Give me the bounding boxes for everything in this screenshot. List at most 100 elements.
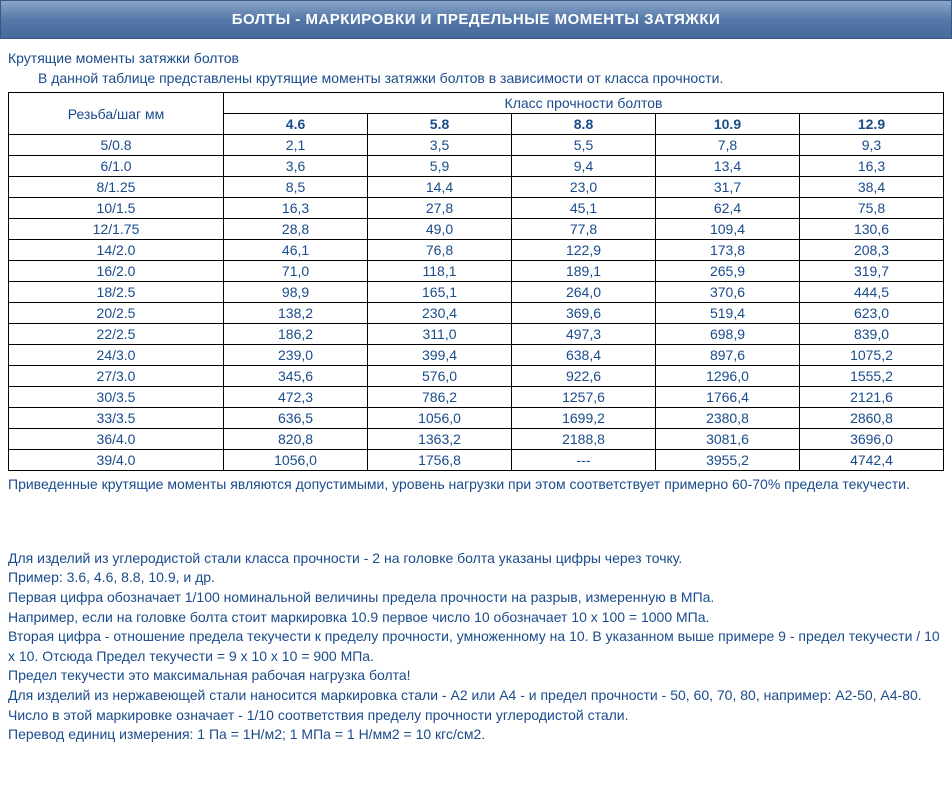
intro-line-1: Крутящие моменты затяжки болтов [8,49,944,69]
value-cell: 922,6 [512,366,656,387]
value-cell: 98,9 [224,282,368,303]
note-line: Для изделий из углеродистой стали класса… [8,549,944,569]
value-cell: 45,1 [512,198,656,219]
value-cell: 49,0 [368,219,512,240]
value-cell: 1766,4 [656,387,800,408]
intro-block: Крутящие моменты затяжки болтов В данной… [0,39,952,92]
value-cell: 8,5 [224,177,368,198]
thread-cell: 36/4.0 [9,429,224,450]
thread-cell: 27/3.0 [9,366,224,387]
value-cell: 370,6 [656,282,800,303]
table-row: 10/1.516,327,845,162,475,8 [9,198,944,219]
class-header-1: 5.8 [368,114,512,135]
table-header-row-1: Резьба/шаг мм Класс прочности болтов [9,93,944,114]
class-header-2: 8.8 [512,114,656,135]
value-cell: 31,7 [656,177,800,198]
value-cell: 5,9 [368,156,512,177]
table-body: 5/0.82,13,55,57,89,36/1.03,65,99,413,416… [9,135,944,471]
thread-cell: 16/2.0 [9,261,224,282]
value-cell: 9,3 [799,135,943,156]
explanatory-notes: Для изделий из углеродистой стали класса… [0,545,952,755]
value-cell: 897,6 [656,345,800,366]
value-cell: 820,8 [224,429,368,450]
note-line: Для изделий из нержавеющей стали наносит… [8,686,944,706]
table-row: 16/2.071,0118,1189,1265,9319,7 [9,261,944,282]
thread-cell: 6/1.0 [9,156,224,177]
value-cell: 77,8 [512,219,656,240]
value-cell: 23,0 [512,177,656,198]
table-row: 18/2.598,9165,1264,0370,6444,5 [9,282,944,303]
value-cell: 71,0 [224,261,368,282]
value-cell: 636,5 [224,408,368,429]
value-cell: 173,8 [656,240,800,261]
value-cell: 13,4 [656,156,800,177]
value-cell: 2121,6 [799,387,943,408]
table-row: 20/2.5138,2230,4369,6519,4623,0 [9,303,944,324]
table-row: 5/0.82,13,55,57,89,3 [9,135,944,156]
value-cell: 16,3 [224,198,368,219]
thread-cell: 8/1.25 [9,177,224,198]
value-cell: 1296,0 [656,366,800,387]
value-cell: 265,9 [656,261,800,282]
class-header-4: 12.9 [799,114,943,135]
value-cell: --- [512,450,656,471]
table-row: 8/1.258,514,423,031,738,4 [9,177,944,198]
value-cell: 76,8 [368,240,512,261]
note-line: Число в этой маркировке означает - 1/10 … [8,706,944,726]
value-cell: 2380,8 [656,408,800,429]
thread-cell: 18/2.5 [9,282,224,303]
value-cell: 75,8 [799,198,943,219]
class-header-0: 4.6 [224,114,368,135]
torque-table: Резьба/шаг мм Класс прочности болтов 4.6… [8,92,944,471]
thread-cell: 22/2.5 [9,324,224,345]
value-cell: 698,9 [656,324,800,345]
value-cell: 839,0 [799,324,943,345]
value-cell: 130,6 [799,219,943,240]
thread-cell: 33/3.5 [9,408,224,429]
value-cell: 5,5 [512,135,656,156]
intro-line-2: В данной таблице представлены крутящие м… [8,69,944,89]
value-cell: 1363,2 [368,429,512,450]
note-line: Вторая цифра - отношение предела текучес… [8,627,944,666]
value-cell: 2860,8 [799,408,943,429]
value-cell: 189,1 [512,261,656,282]
value-cell: 2188,8 [512,429,656,450]
value-cell: 165,1 [368,282,512,303]
note-after-table: Приведенные крутящие моменты являются до… [0,471,952,505]
value-cell: 4742,4 [799,450,943,471]
value-cell: 472,3 [224,387,368,408]
class-header-3: 10.9 [656,114,800,135]
value-cell: 1056,0 [368,408,512,429]
value-cell: 3696,0 [799,429,943,450]
value-cell: 208,3 [799,240,943,261]
value-cell: 399,4 [368,345,512,366]
value-cell: 9,4 [512,156,656,177]
note-line: Первая цифра обозначает 1/100 номинально… [8,588,944,608]
value-cell: 319,7 [799,261,943,282]
value-cell: 27,8 [368,198,512,219]
table-row: 30/3.5472,3786,21257,61766,42121,6 [9,387,944,408]
value-cell: 138,2 [224,303,368,324]
thread-cell: 5/0.8 [9,135,224,156]
thread-cell: 10/1.5 [9,198,224,219]
value-cell: 239,0 [224,345,368,366]
value-cell: 369,6 [512,303,656,324]
value-cell: 186,2 [224,324,368,345]
value-cell: 118,1 [368,261,512,282]
note-line: Предел текучести это максимальная рабоча… [8,666,944,686]
value-cell: 1257,6 [512,387,656,408]
value-cell: 38,4 [799,177,943,198]
table-row: 27/3.0345,6576,0922,61296,01555,2 [9,366,944,387]
note-line: Например, если на головке болта стоит ма… [8,608,944,628]
value-cell: 1555,2 [799,366,943,387]
value-cell: 7,8 [656,135,800,156]
value-cell: 14,4 [368,177,512,198]
value-cell: 230,4 [368,303,512,324]
value-cell: 638,4 [512,345,656,366]
value-cell: 109,4 [656,219,800,240]
value-cell: 28,8 [224,219,368,240]
page-title-bar: БОЛТЫ - МАРКИРОВКИ И ПРЕДЕЛЬНЫЕ МОМЕНТЫ … [0,0,952,39]
value-cell: 519,4 [656,303,800,324]
value-cell: 444,5 [799,282,943,303]
thread-cell: 30/3.5 [9,387,224,408]
